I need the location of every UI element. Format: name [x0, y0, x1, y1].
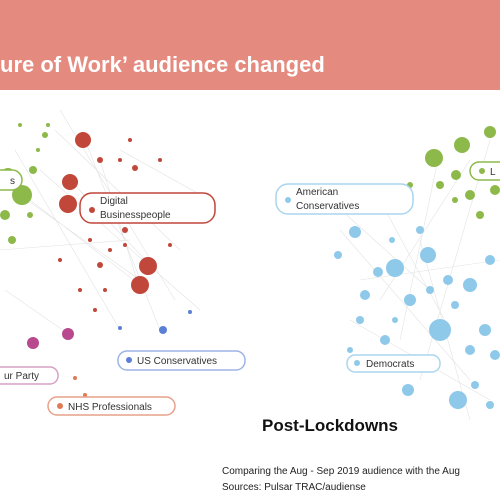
label-pill [117, 350, 246, 371]
header-banner [0, 0, 500, 90]
label-pill [0, 366, 59, 385]
node-label: s [10, 176, 15, 187]
label-dot [354, 360, 360, 366]
label-dot [479, 168, 485, 174]
red-nodes [58, 132, 172, 312]
right-network: American Conservatives Democrats L Post-… [262, 126, 500, 435]
label-pill [346, 354, 441, 373]
node-label: US Conservatives [137, 356, 217, 367]
slide-title: ure of Work’ audience changed [0, 52, 325, 77]
label-dot [57, 403, 63, 409]
footer-note: Sources: Pulsar TRAC/audiense [222, 482, 366, 493]
label-pill [79, 192, 216, 224]
other-nodes [27, 310, 192, 397]
label-dot [126, 357, 132, 363]
label-pill [469, 161, 500, 181]
blue-nodes [334, 226, 500, 409]
panel-title: Post-Lockdowns [262, 416, 398, 435]
label-dot [285, 197, 291, 203]
node-label: Businesspeople [100, 210, 171, 221]
label-dot [89, 207, 95, 213]
node-label: L [490, 167, 496, 178]
green-nodes [407, 126, 500, 219]
footer-note: Comparing the Aug - Sep 2019 audience wi… [222, 466, 460, 477]
node-label: ur Party [4, 371, 39, 382]
node-label: Digital [100, 196, 128, 207]
green-nodes [0, 123, 50, 244]
label-pill [0, 169, 23, 191]
left-network: s Digital Businesspeople US Conservative… [0, 109, 246, 416]
label-pill [275, 183, 414, 215]
label-pill [47, 396, 176, 416]
node-label: American [296, 187, 338, 198]
node-label: NHS Professionals [68, 402, 152, 413]
node-label: Democrats [366, 359, 414, 370]
node-label: Conservatives [296, 201, 359, 212]
